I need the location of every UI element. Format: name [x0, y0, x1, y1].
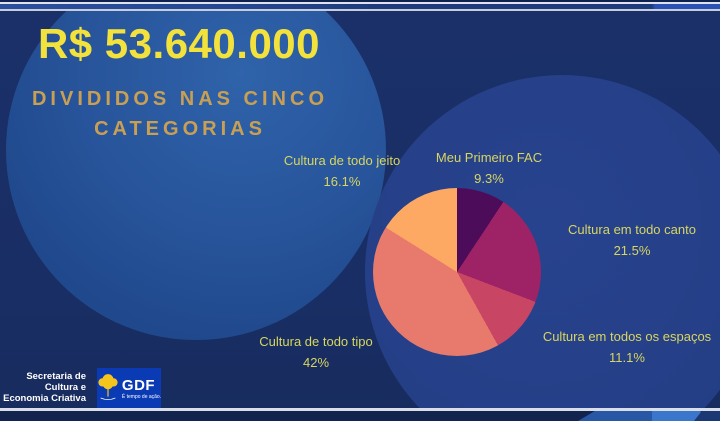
gdf-tree-icon	[97, 373, 119, 406]
footer-decor-polygon-bright	[652, 411, 712, 421]
slice-percent: 16.1%	[323, 174, 361, 189]
footer-decor-polygon-mid	[578, 411, 662, 421]
slice-percent: 21.5%	[613, 243, 651, 258]
slice-name: Cultura em todos os espaços	[542, 329, 712, 344]
slice-percent: 11.1%	[609, 350, 645, 365]
slice-percent: 42%	[302, 355, 330, 370]
org-line-3: Economia Criativa	[3, 393, 86, 404]
pie-chart	[373, 188, 541, 356]
top-bar-dark-strip	[0, 0, 720, 2]
page-title: R$ 53.640.000	[37, 20, 321, 67]
gdf-tagline: É tempo de ação.	[121, 393, 162, 400]
slice-name: Cultura de todo tipo	[259, 334, 373, 349]
top-bar-white-line	[0, 2, 720, 4]
top-bar-lower-white-line	[0, 9, 720, 11]
slice-name: Cultura em todo canto	[568, 222, 696, 237]
gdf-wordmark: GDF	[121, 376, 156, 394]
top-bar-blue-band	[0, 4, 720, 9]
gdf-logo: GDF É tempo de ação.	[97, 368, 161, 410]
slice-name: Cultura de todo jeito	[283, 153, 401, 168]
pie-label-cultura-em-todos-os-espacos: Cultura em todos os espaços 11.1%	[543, 329, 711, 365]
org-line-2: Cultura e	[44, 382, 86, 393]
pie-label-meu-primeiro-fac: Meu Primeiro FAC 9.3%	[436, 150, 542, 186]
pie-label-cultura-de-todo-tipo: Cultura de todo tipo 42%	[259, 334, 372, 370]
footer-decor-polygon-corner	[694, 411, 720, 421]
page-subtitle: DIVIDIDOS NAS CINCO CATEGORIAS	[30, 84, 330, 144]
org-line-1: Secretaria de	[26, 371, 86, 382]
slice-percent: 9.3%	[474, 171, 504, 186]
bottom-footer-band	[0, 411, 720, 421]
subtitle-line-1: DIVIDIDOS NAS CINCO	[31, 88, 329, 110]
slice-name: Meu Primeiro FAC	[435, 150, 543, 165]
pie-label-cultura-em-todo-canto: Cultura em todo canto 21.5%	[568, 222, 696, 258]
bottom-separator-line	[0, 408, 720, 411]
top-border-bar	[0, 0, 720, 11]
org-name-block: Secretaria de Cultura e Economia Criativ…	[0, 371, 86, 404]
gdf-text-block: GDF É tempo de ação.	[121, 376, 162, 400]
pie-label-cultura-de-todo-jeito: Cultura de todo jeito 16.1%	[284, 153, 400, 189]
subtitle-line-2: CATEGORIAS	[94, 118, 266, 140]
decor-circle-left	[6, 0, 386, 340]
